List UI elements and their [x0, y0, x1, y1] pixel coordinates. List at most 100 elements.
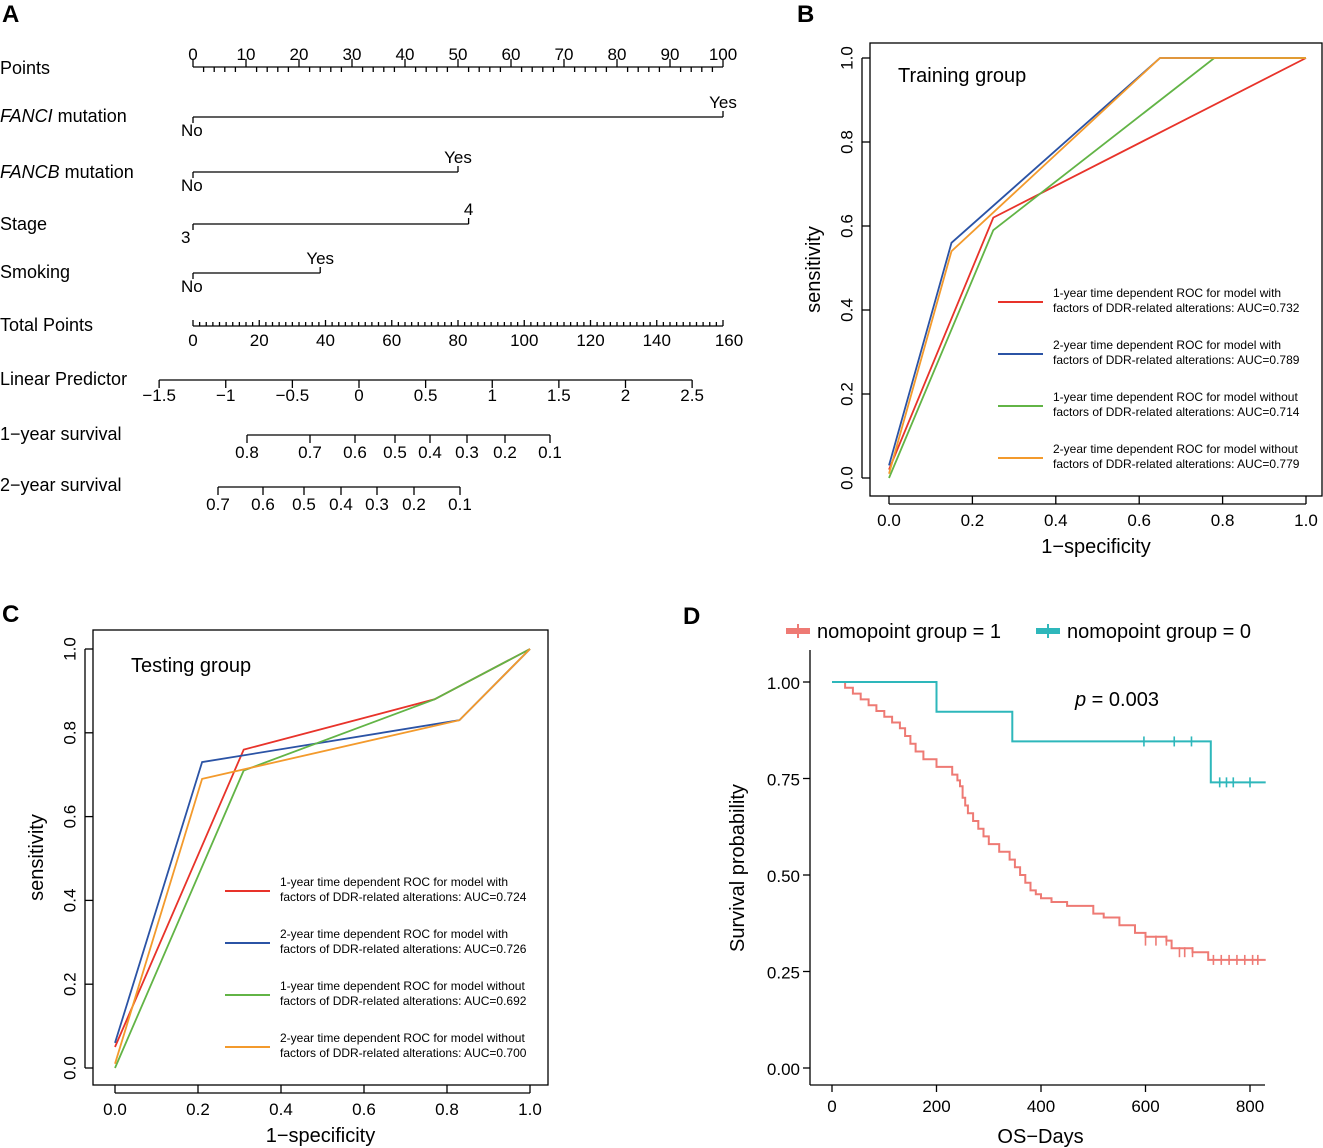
row-label: Smoking	[0, 262, 70, 282]
row-label-text: Smoking	[0, 262, 70, 282]
total-points-tick-label: 120	[576, 331, 604, 350]
survival-1y-tick-label: 0.2	[493, 443, 517, 462]
roc-b-y-tick-label: 0.2	[837, 382, 856, 406]
km-x-tick-label: 0	[827, 1097, 836, 1116]
roc-c-x-tick-label: 0.0	[103, 1100, 127, 1119]
km-legend-label: nomopoint group = 0	[1067, 621, 1251, 643]
roc-c-y-tick-label: 0.0	[60, 1056, 79, 1080]
row-label-text: Points	[0, 58, 50, 78]
roc-c-x-tick-label: 0.2	[186, 1100, 210, 1119]
roc-b-x-tick-label: 0.6	[1127, 511, 1151, 530]
row-label-text: Linear Predictor	[0, 369, 127, 389]
points-tick-label: 50	[449, 45, 468, 64]
row-label-italic: FANCI	[0, 106, 53, 126]
survival-2y-tick-label: 0.5	[292, 495, 316, 514]
roc-c-y-tick-label: 0.6	[60, 805, 79, 829]
row-label-text: Stage	[0, 214, 47, 234]
roc-b-x-tick-label: 0.2	[961, 511, 985, 530]
nomo-low-label: No	[181, 121, 203, 140]
survival-1y-tick-label: 0.7	[298, 443, 322, 462]
roc-c-legend-label: factors of DDR-related alterations: AUC=…	[280, 942, 527, 956]
km-y-axis-label: Survival probability	[727, 784, 749, 952]
roc-c-y-tick-label: 0.8	[60, 721, 79, 745]
roc-b-x-tick-label: 0.0	[877, 511, 901, 530]
roc-c-y-tick-label: 0.4	[60, 889, 79, 913]
survival-1y-tick-label: 0.6	[343, 443, 367, 462]
points-tick-label: 80	[608, 45, 627, 64]
roc-b-y-axis-label: sensitivity	[803, 226, 825, 313]
nomo-low-label: No	[181, 176, 203, 195]
row-label: Linear Predictor	[0, 369, 127, 389]
roc-c-x-tick-label: 1.0	[518, 1100, 542, 1119]
roc-c-legend-label: 2-year time dependent ROC for model with	[280, 927, 508, 941]
roc-c-panel-label: C	[2, 601, 19, 628]
linear-predictor-tick-label: 0	[354, 386, 363, 405]
points-tick-label: 30	[343, 45, 362, 64]
roc-c-series-line-orange	[114, 648, 531, 1065]
roc-b-legend-label: factors of DDR-related alterations: AUC=…	[1053, 457, 1300, 471]
roc-c-y-tick-label: 1.0	[60, 637, 79, 661]
points-tick-label: 90	[661, 45, 680, 64]
km-y-tick-label: 0.75	[767, 771, 800, 790]
points-tick-label: 60	[502, 45, 521, 64]
nomo-low-label: No	[181, 277, 203, 296]
survival-1y-tick-label: 0.8	[235, 443, 259, 462]
roc-c-legend-label: factors of DDR-related alterations: AUC=…	[280, 994, 527, 1008]
roc-b-legend-label: 1-year time dependent ROC for model with	[1053, 286, 1281, 300]
linear-predictor-tick-label: 1.5	[547, 386, 571, 405]
total-points-tick-label: 100	[510, 331, 538, 350]
km-y-tick-label: 0.50	[767, 867, 800, 886]
panel-label-a: A	[2, 1, 19, 28]
roc-c-y-axis-label: sensitivity	[26, 814, 48, 901]
row-label: FANCB mutation	[0, 162, 134, 182]
row-label-text: 1−year survival	[0, 424, 122, 444]
nomo-high-label: Yes	[444, 148, 472, 167]
roc-c-legend-label: 1-year time dependent ROC for model with	[280, 875, 508, 889]
total-points-tick-label: 60	[382, 331, 401, 350]
nomo-high-label: Yes	[306, 249, 334, 268]
roc-b-legend-label: factors of DDR-related alterations: AUC=…	[1053, 405, 1300, 419]
km-panel-label: D	[683, 603, 700, 630]
total-points-tick-label: 80	[449, 331, 468, 350]
km-x-tick-label: 200	[922, 1097, 950, 1116]
roc-b-y-tick-label: 0.6	[837, 214, 856, 238]
roc-b-panel-label: B	[797, 1, 814, 28]
roc-b-legend-label: factors of DDR-related alterations: AUC=…	[1053, 301, 1300, 315]
roc-c-x-tick-label: 0.4	[269, 1100, 293, 1119]
survival-2y-tick-label: 0.1	[448, 495, 472, 514]
km-curve-km0	[832, 681, 1266, 784]
linear-predictor-tick-label: −1	[216, 386, 235, 405]
km-y-tick-label: 0.25	[767, 964, 800, 983]
km-curve-km1	[832, 681, 1266, 961]
survival-1y-tick-label: 0.3	[455, 443, 479, 462]
survival-1y-tick-label: 0.4	[418, 443, 442, 462]
roc-b-x-tick-label: 0.8	[1211, 511, 1235, 530]
points-tick-label: 70	[555, 45, 574, 64]
row-label: Points	[0, 58, 50, 78]
points-tick-label: 100	[709, 45, 737, 64]
km-x-tick-label: 400	[1027, 1097, 1055, 1116]
linear-predictor-tick-label: 0.5	[414, 386, 438, 405]
survival-2y-tick-label: 0.3	[365, 495, 389, 514]
roc-b-legend-label: 1-year time dependent ROC for model with…	[1053, 390, 1298, 404]
roc-c-x-axis-label: 1−specificity	[266, 1125, 376, 1147]
linear-predictor-tick-label: 2.5	[680, 386, 704, 405]
km-legend-label: nomopoint group = 1	[817, 621, 1001, 643]
roc-c-y-tick-label: 0.2	[60, 972, 79, 996]
total-points-tick-label: 40	[316, 331, 335, 350]
nomo-low-label: 3	[181, 228, 190, 247]
row-label: Total Points	[0, 315, 93, 335]
roc-b-title: Training group	[898, 65, 1026, 87]
roc-b-series-line-orange	[888, 57, 1306, 475]
total-points-tick-label: 160	[715, 331, 743, 350]
nomo-high-label: Yes	[709, 93, 737, 112]
roc-b-x-tick-label: 1.0	[1294, 511, 1318, 530]
survival-2y-tick-label: 0.4	[329, 495, 353, 514]
roc-c-x-tick-label: 0.8	[435, 1100, 459, 1119]
roc-b-x-tick-label: 0.4	[1044, 511, 1068, 530]
roc-b-y-tick-label: 0.4	[837, 298, 856, 322]
roc-c-legend-label: factors of DDR-related alterations: AUC=…	[280, 890, 527, 904]
survival-1y-tick-label: 0.5	[383, 443, 407, 462]
survival-1y-tick-label: 0.1	[538, 443, 562, 462]
